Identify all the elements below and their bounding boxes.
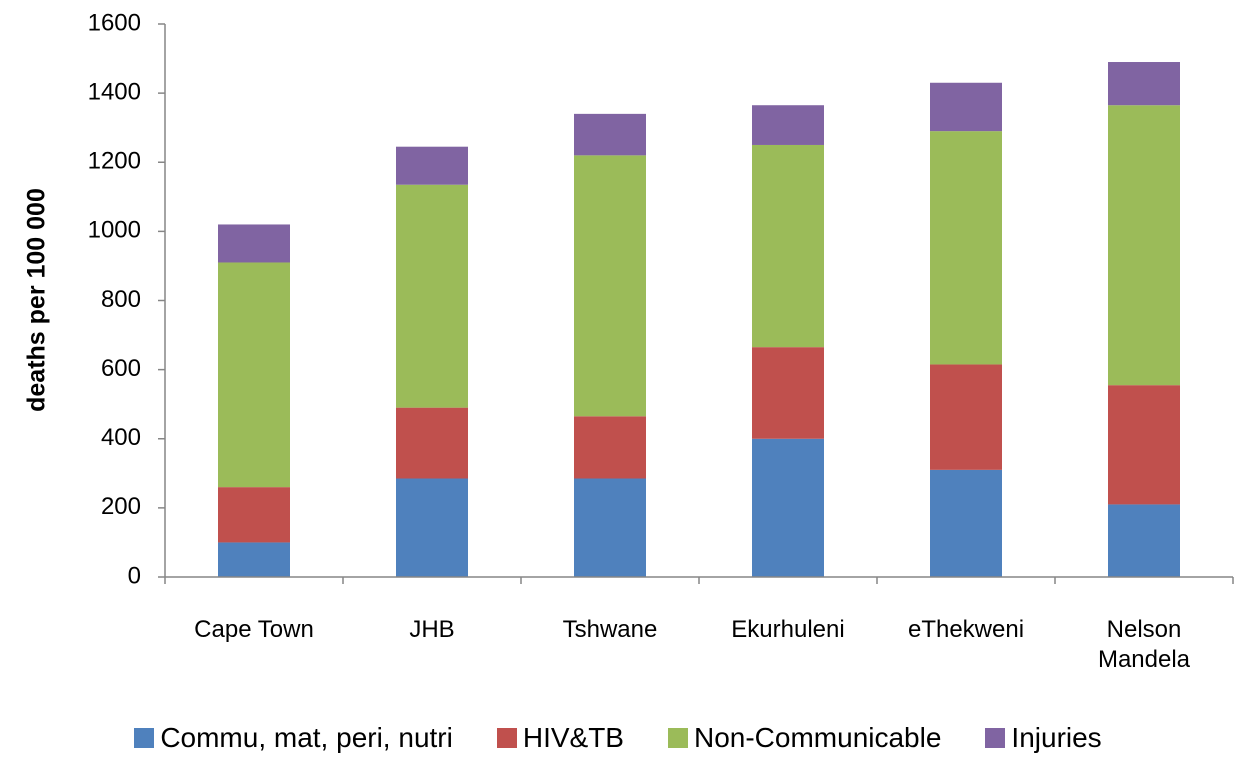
bar-segment [574, 155, 646, 417]
x-tick-label: Cape Town [194, 616, 314, 643]
bar-segment [218, 262, 290, 488]
y-tick-label: 600 [101, 355, 141, 382]
bar-segment [1108, 62, 1180, 106]
bar-segment [930, 131, 1002, 365]
y-tick-label: 800 [101, 286, 141, 313]
bar-segment [574, 113, 646, 156]
legend: Commu, mat, peri, nutri HIV&TB Non-Communi… [0, 722, 1236, 754]
bar-segment [1108, 504, 1180, 577]
legend-item: Injuries [985, 722, 1102, 754]
y-tick-label: 1400 [88, 78, 141, 105]
legend-swatch [496, 728, 517, 748]
y-tick-label: 200 [101, 493, 141, 520]
bar-segment [574, 416, 646, 479]
bar-segment [574, 478, 646, 577]
bar-segment [218, 487, 290, 543]
bar-segment [218, 542, 290, 577]
y-tick-label: 1200 [88, 148, 141, 175]
legend-swatch [134, 728, 155, 748]
bar-segment [930, 364, 1002, 470]
bar-segment [396, 478, 468, 577]
bar-segment [930, 82, 1002, 132]
y-tick-label: 400 [101, 424, 141, 451]
legend-item: HIV&TB [496, 722, 624, 754]
x-tick-label: Nelson Mandela [1097, 616, 1191, 673]
bar-segment [396, 146, 468, 185]
bar-segment [752, 144, 824, 348]
legend-label: Commu, mat, peri, nutri [160, 722, 453, 753]
y-tick-label: 0 [128, 562, 141, 589]
bar-segment [752, 105, 824, 145]
legend-label: HIV&TB [522, 722, 624, 753]
legend-swatch [985, 728, 1006, 748]
bar-segment [752, 347, 824, 439]
x-tick-label: Tshwane [562, 616, 658, 643]
y-tick-label: 1600 [88, 9, 141, 36]
legend-swatch [667, 728, 688, 748]
legend-label: Injuries [1011, 722, 1102, 753]
legend-item: Commu, mat, peri, nutri [134, 722, 453, 754]
bar-segment [1108, 105, 1180, 386]
y-axis-title: deaths per 100 000 [23, 188, 51, 412]
legend-item: Non-Communicable [667, 722, 942, 754]
x-tick-label: JHB [409, 616, 455, 643]
x-tick-label: Ekurhuleni [731, 616, 845, 643]
bar-segment [396, 184, 468, 408]
bar-segment [396, 407, 468, 479]
bar-segment [218, 224, 290, 263]
bar-segment [930, 469, 1002, 577]
legend-label: Non-Communicable [693, 722, 942, 753]
bar-segment [1108, 385, 1180, 505]
x-tick-label: eThekweni [907, 616, 1025, 643]
bar-segment [752, 438, 824, 577]
y-tick-label: 1000 [88, 217, 141, 244]
